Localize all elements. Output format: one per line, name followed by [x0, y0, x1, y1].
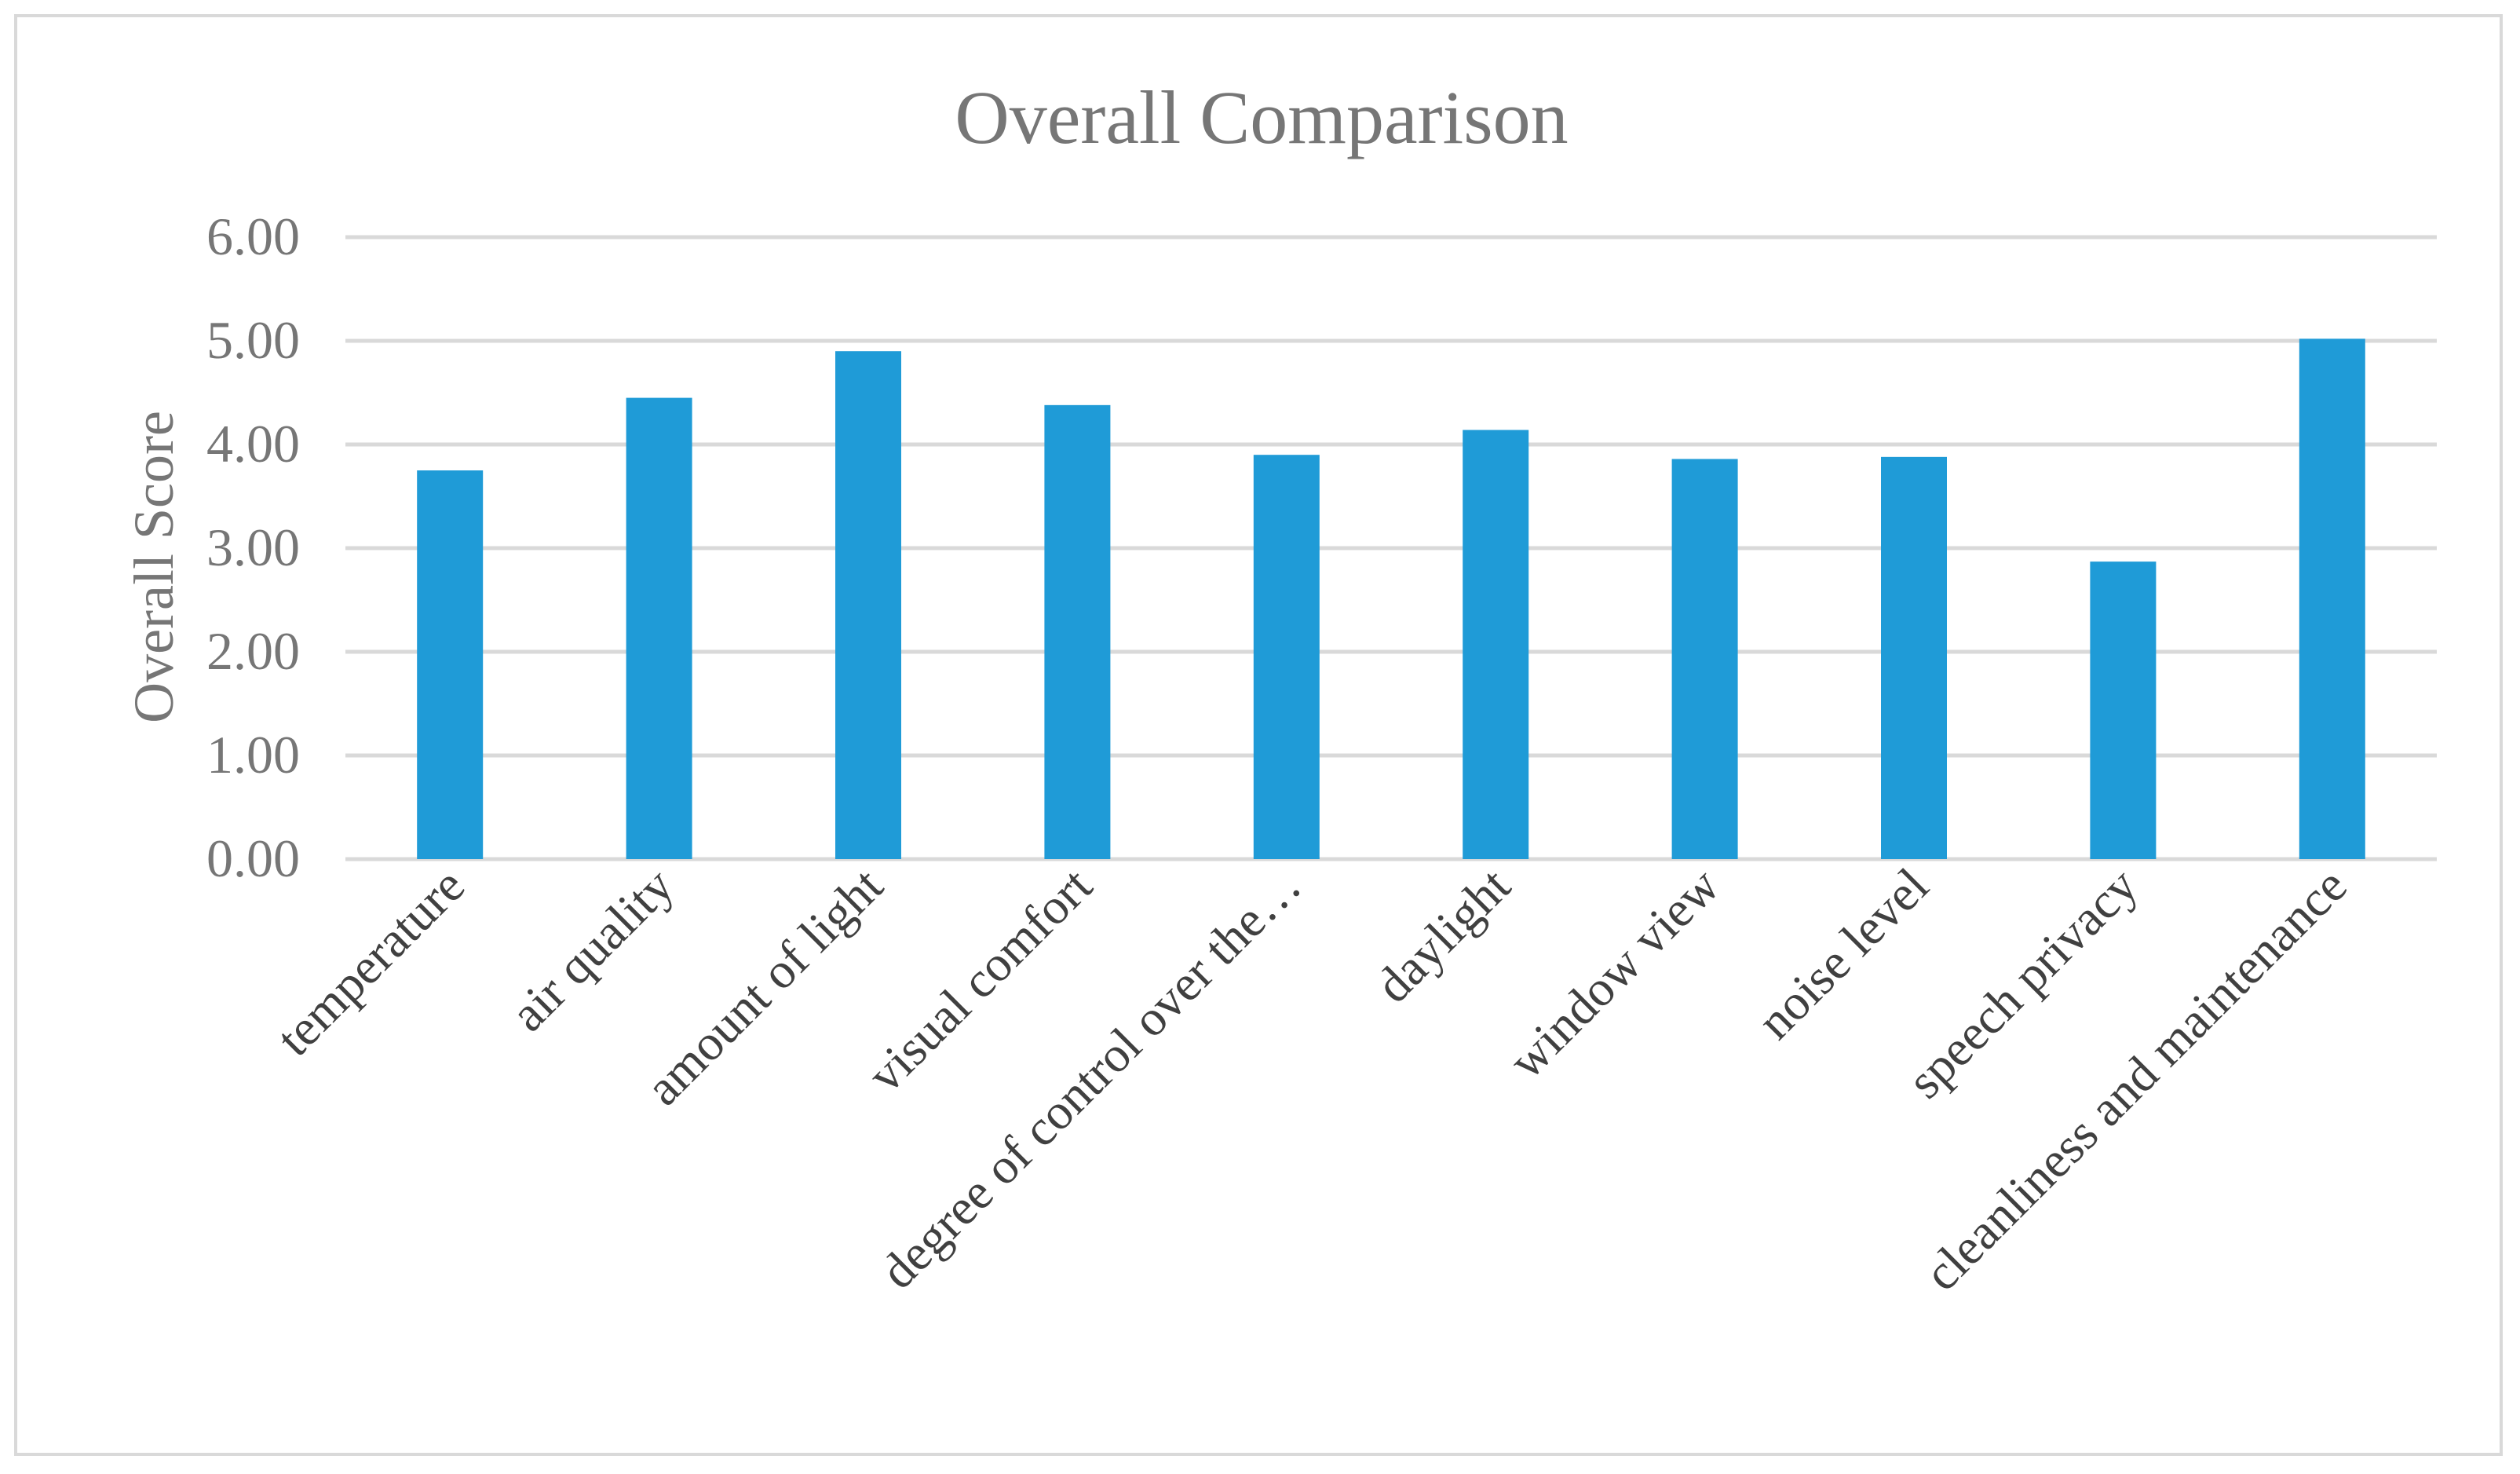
y-tick-label: 0.00 — [206, 828, 300, 888]
y-tick-labels: 0.00 1.00 2.00 3.00 4.00 5.00 6.00 — [206, 207, 300, 888]
x-tick-label: air quality — [500, 858, 685, 1042]
chart-title: Overall Comparison — [955, 75, 1568, 159]
bar-visual-comfort — [1044, 404, 1111, 859]
y-tick-label: 3.00 — [206, 518, 300, 577]
x-tick-label: degree of control over the… — [870, 858, 1312, 1300]
bar-amount-of-light — [835, 351, 901, 859]
y-tick-label: 6.00 — [206, 207, 300, 266]
y-tick-label: 4.00 — [206, 414, 300, 474]
bar-air-quality — [626, 397, 692, 860]
y-axis-label: Overall Score — [122, 411, 185, 723]
x-tick-label: noise level — [1747, 858, 1939, 1050]
bar-noise-level — [1881, 456, 1947, 859]
bars — [417, 338, 2365, 860]
y-tick-label: 5.00 — [206, 310, 300, 370]
bar-chart: Overall Comparison Overall Score 0.00 1.0… — [122, 75, 2437, 1302]
x-tick-label: window view — [1498, 858, 1729, 1089]
y-tick-label: 1.00 — [206, 725, 300, 785]
bar-cleanliness-and-maintenance — [2299, 338, 2365, 859]
y-tick-label: 2.00 — [206, 621, 300, 681]
bar-degree-of-control-over-the — [1253, 455, 1320, 859]
bar-speech-privacy — [2090, 561, 2157, 859]
bar-daylight — [1463, 430, 1529, 859]
bar-temperature — [417, 470, 484, 859]
gridlines — [345, 235, 2437, 861]
x-tick-label: cleanliness and maintenance — [1913, 858, 2357, 1301]
bar-window-view — [1671, 459, 1738, 859]
chart-frame: Overall Comparison Overall Score 0.00 1.0… — [14, 14, 2503, 1456]
x-tick-label: temperature — [266, 858, 475, 1066]
x-tick-label: daylight — [1365, 858, 1521, 1014]
